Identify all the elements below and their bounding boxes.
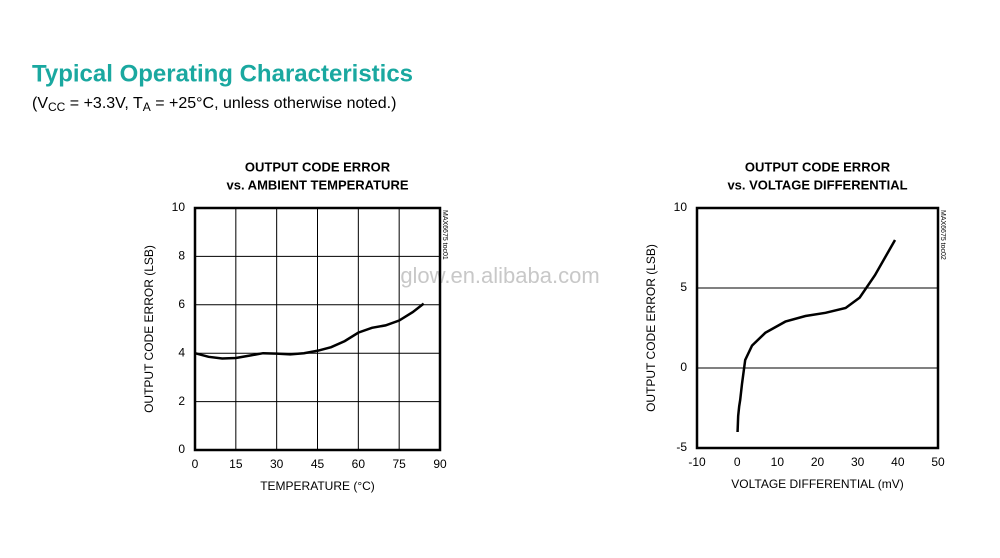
- x-tick-label: 75: [392, 457, 406, 471]
- page-subtitle: (VCC = +3.3V, TA = +25°C, unless otherwi…: [32, 95, 396, 114]
- x-tick-label: 40: [891, 455, 905, 469]
- chart-subtitle: vs. AMBIENT TEMPERATURE: [226, 177, 408, 192]
- data-line: [194, 302, 425, 360]
- x-tick-label: 20: [811, 455, 825, 469]
- x-tick-label: 30: [851, 455, 865, 469]
- y-tick-label: 10: [172, 200, 186, 214]
- x-tick-label: 0: [192, 457, 199, 471]
- y-tick-label: 0: [680, 360, 687, 374]
- x-tick-label: 10: [771, 455, 785, 469]
- x-tick-label: 50: [931, 455, 945, 469]
- chart-annotation: MAX6675 toc02: [939, 210, 946, 260]
- subtitle-part: = +25°C, unless otherwise noted.): [151, 95, 397, 112]
- plot-frame: [193, 206, 442, 452]
- subtitle-part: = +3.3V, T: [65, 95, 143, 112]
- y-tick-label: 8: [178, 249, 185, 263]
- subtitle-sub: A: [143, 100, 151, 114]
- y-tick-label: 10: [674, 200, 688, 214]
- page-title: Typical Operating Characteristics: [32, 60, 413, 87]
- x-axis-label: VOLTAGE DIFFERENTIAL (mV): [731, 477, 903, 491]
- y-axis-label: OUTPUT CODE ERROR (LSB): [142, 245, 156, 413]
- watermark: glow.en.alibaba.com: [400, 263, 599, 288]
- x-tick-label: 15: [229, 457, 243, 471]
- x-tick-label: -10: [688, 455, 706, 469]
- y-tick-label: -5: [676, 440, 687, 454]
- y-tick-label: 5: [680, 280, 687, 294]
- y-tick-label: 6: [178, 297, 185, 311]
- x-tick-label: 90: [433, 457, 447, 471]
- data-line: [736, 239, 897, 433]
- y-tick-label: 0: [178, 442, 185, 456]
- y-axis-label: OUTPUT CODE ERROR (LSB): [644, 244, 658, 412]
- x-axis-label: TEMPERATURE (°C): [260, 479, 375, 493]
- x-tick-label: 30: [270, 457, 284, 471]
- x-tick-label: 60: [352, 457, 366, 471]
- subtitle-sub: CC: [48, 100, 66, 114]
- chart-title: OUTPUT CODE ERROR: [245, 159, 391, 174]
- chart-subtitle: vs. VOLTAGE DIFFERENTIAL: [727, 177, 907, 192]
- x-tick-label: 0: [734, 455, 741, 469]
- chart-title: OUTPUT CODE ERROR: [745, 159, 891, 174]
- y-tick-label: 2: [178, 394, 185, 408]
- chart-annotation: MAX6675 toc01: [441, 210, 448, 260]
- y-tick-label: 4: [178, 345, 185, 359]
- x-tick-label: 45: [311, 457, 325, 471]
- subtitle-part: (V: [32, 95, 48, 112]
- plot-frame: [695, 206, 940, 450]
